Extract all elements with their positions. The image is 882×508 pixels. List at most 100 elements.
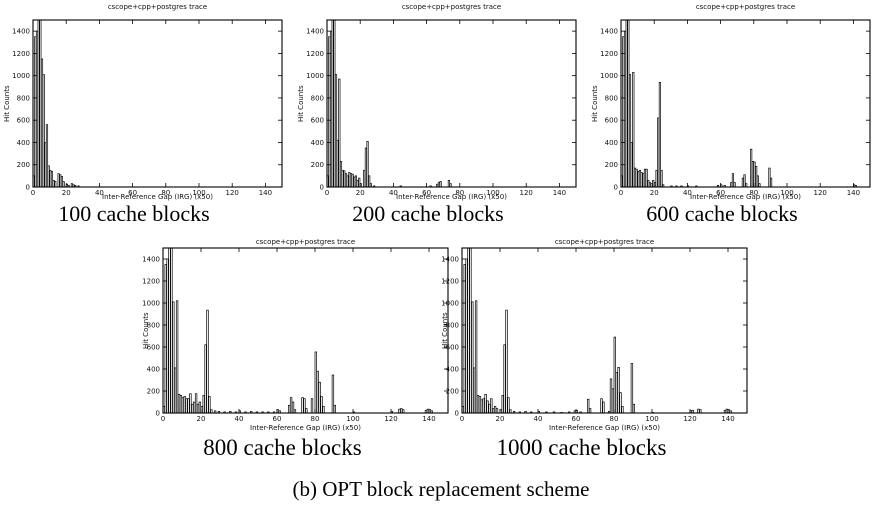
svg-text:60: 60 [716,189,725,197]
svg-text:800: 800 [446,322,459,330]
chart-800-cache-blocks: 0 20 40 60 80 100 120 140 0 200 400 600 800 1000 1200 1… [139,238,452,478]
svg-text:400: 400 [311,139,324,147]
y-axis-label: Hit Counts [591,85,599,122]
svg-text:200: 200 [605,161,618,169]
histogram-plot: 0 20 40 60 80 100 120 1400200400600800100012001… [306,19,577,197]
histogram-plot: 0 20 40 60 80 100 120 1400 200 400 600 800 1000 1200 1… [142,247,449,423]
svg-text:1400: 1400 [12,28,30,36]
svg-text:600: 600 [311,117,324,125]
svg-text:0: 0 [614,184,618,192]
svg-text:400: 400 [446,366,459,374]
x-axis-label: Inter-Reference Gap (IRG) (x50) [102,193,213,201]
svg-text:600: 600 [147,344,160,352]
svg-text:100: 100 [780,189,793,197]
svg-text:1000: 1000 [441,300,459,308]
svg-text:80: 80 [161,189,170,197]
svg-text:120: 120 [814,189,827,197]
svg-text:1200: 1200 [441,278,459,286]
svg-text:1400: 1400 [306,28,324,36]
svg-text:800: 800 [605,94,618,102]
svg-text:140: 140 [422,415,435,423]
x-axis-label: Inter-Reference Gap (IRG) (x50) [250,424,361,432]
svg-text:20: 20 [62,189,71,197]
chart-title: cscope+cpp+postgres trace [107,3,208,11]
chart-caption: 600 cache blocks [646,201,798,226]
svg-text:600: 600 [605,117,618,125]
histogram-plot: 0 20 40 60 80 100 120 1400200400600800100012001… [12,19,283,197]
svg-text:0: 0 [619,189,623,197]
svg-text:800: 800 [17,94,30,102]
svg-text:120: 120 [384,415,397,423]
svg-text:40: 40 [389,189,398,197]
chart-caption: 200 cache blocks [352,201,504,226]
chart-title: cscope+cpp+postgres trace [695,3,796,11]
svg-text:0: 0 [460,415,464,423]
svg-text:1400: 1400 [142,256,160,264]
svg-text:20: 20 [356,189,365,197]
svg-text:0: 0 [26,184,30,192]
svg-text:140: 140 [847,189,860,197]
svg-text:1200: 1200 [600,50,618,58]
svg-text:1200: 1200 [306,50,324,58]
svg-text:120: 120 [520,189,533,197]
svg-text:1200: 1200 [142,278,160,286]
y-axis-label: Hit Counts [297,85,305,122]
x-axis-label: Inter-Reference Gap (IRG) (x50) [396,193,507,201]
svg-text:1000: 1000 [600,72,618,80]
chart-title: cscope+cpp+postgres trace [401,3,502,11]
svg-text:80: 80 [749,189,758,197]
svg-text:120: 120 [683,415,696,423]
svg-text:1000: 1000 [306,72,324,80]
svg-text:0: 0 [161,415,165,423]
svg-text:60: 60 [422,189,431,197]
x-axis-label: Inter-Reference Gap (IRG) (x50) [690,193,801,201]
chart-600-cache-blocks: 0 20 40 60 80 100 120 140 0 200 400 600 800 1000 1200 1… [588,0,882,236]
svg-text:400: 400 [605,139,618,147]
svg-text:140: 140 [553,189,566,197]
histogram-plot: 0 20 40 60 80 100 120 1400200400600800100012001… [441,247,748,423]
svg-text:20: 20 [197,415,206,423]
y-axis-label: Hit Counts [142,312,150,349]
svg-text:100: 100 [346,415,359,423]
svg-text:100: 100 [192,189,205,197]
svg-text:0: 0 [320,184,324,192]
chart-200-cache-blocks: 0 20 40 60 80 100 120 140 0 200 400 600 800 1000 1200 1… [294,0,588,236]
svg-text:60: 60 [128,189,137,197]
chart-caption: 100 cache blocks [58,201,210,226]
svg-text:400: 400 [147,366,160,374]
svg-text:1000: 1000 [12,72,30,80]
y-axis-label: Hit Counts [3,85,11,122]
svg-text:120: 120 [226,189,239,197]
svg-text:1200: 1200 [12,50,30,58]
svg-text:100: 100 [486,189,499,197]
svg-text:60: 60 [273,415,282,423]
histogram-plot: 0 20 40 60 80 100 120 1400200400600800100012001… [600,19,871,197]
svg-text:800: 800 [311,94,324,102]
svg-text:1400: 1400 [441,256,459,264]
x-axis-label: Inter-Reference Gap (IRG) (x50) [549,424,660,432]
chart-caption: 800 cache blocks [203,435,362,460]
chart-title: cscope+cpp+postgres trace [255,238,356,246]
svg-text:20: 20 [650,189,659,197]
svg-text:80: 80 [455,189,464,197]
svg-text:140: 140 [721,415,734,423]
svg-text:0: 0 [31,189,35,197]
chart-1000-cache-blocks: 0 20 40 60 80 100 120 140 0 200 400 600 800 1000 1200 1… [438,238,751,478]
svg-text:40: 40 [683,189,692,197]
svg-text:200: 200 [147,388,160,396]
svg-text:200: 200 [17,161,30,169]
svg-text:40: 40 [235,415,244,423]
y-axis-label: Hit Counts [441,312,449,349]
svg-text:40: 40 [95,189,104,197]
svg-text:1400: 1400 [600,28,618,36]
chart-title: cscope+cpp+postgres trace [554,238,655,246]
svg-text:0: 0 [325,189,329,197]
svg-text:600: 600 [17,117,30,125]
svg-text:80: 80 [610,415,619,423]
svg-text:1000: 1000 [142,300,160,308]
svg-text:400: 400 [17,139,30,147]
svg-text:80: 80 [311,415,320,423]
svg-text:800: 800 [147,322,160,330]
svg-text:200: 200 [446,388,459,396]
